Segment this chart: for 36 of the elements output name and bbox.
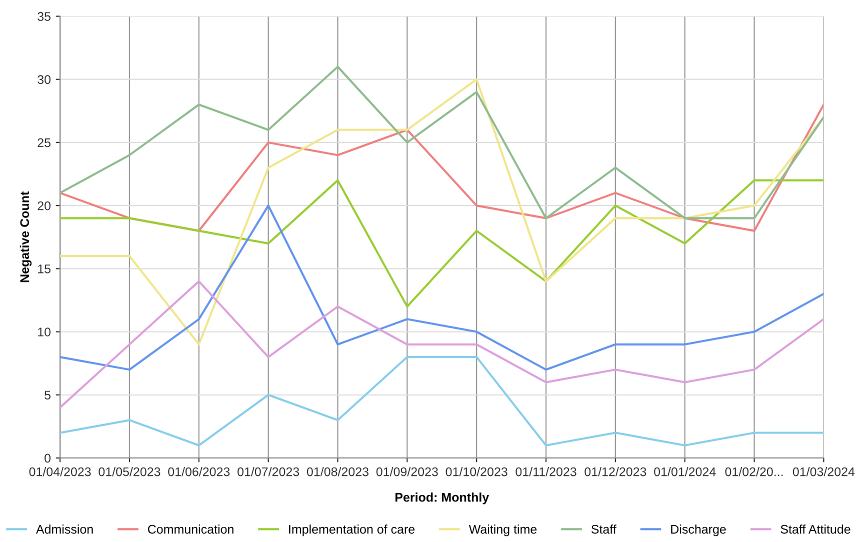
y-tick-label: 10 [38, 328, 51, 336]
y-tick-label: 20 [38, 201, 51, 210]
legend-label: Staff Attitude [780, 524, 850, 534]
y-axis-title: Negative Count [20, 191, 32, 282]
x-tick-label: 01/11/2023 [516, 467, 576, 476]
legend-label: Staff [591, 524, 616, 534]
x-tick-label: 01/09/2023 [376, 467, 438, 476]
line-series [60, 78, 824, 346]
x-tick-label: 01/01/2024 [654, 467, 716, 476]
line-series [60, 66, 824, 220]
line-series [60, 204, 824, 371]
line-series [60, 356, 824, 446]
y-tick-label: 35 [38, 12, 51, 21]
legend-label: Admission [36, 524, 93, 534]
x-tick-label: 01/03/2024 [792, 467, 855, 476]
legend-label: Waiting time [468, 524, 537, 536]
legend-label: Implementation of care [289, 524, 415, 536]
x-tick-label: 01/06/2023 [168, 467, 230, 476]
line-series [60, 179, 824, 308]
x-tick-label: 01/10/2023 [446, 467, 508, 476]
y-tick-label: 5 [44, 390, 51, 400]
x-tick-label: 01/08/2023 [306, 467, 368, 476]
x-tick-label: 01/02/20... [725, 467, 783, 476]
legend-label: Discharge [671, 524, 726, 536]
y-tick-label: 30 [38, 75, 51, 84]
line-series [60, 104, 824, 232]
x-tick-label: 01/07/2023 [238, 467, 300, 476]
x-tick-label: 01/12/2023 [584, 467, 646, 476]
x-axis-title: Period: Monthly [395, 492, 490, 504]
line-series [60, 280, 824, 409]
y-tick-label: 25 [38, 138, 51, 148]
x-tick-label: 01/04/2023 [29, 467, 91, 476]
x-tick-label: 01/05/2023 [98, 467, 160, 476]
y-tick-label: 0 [44, 454, 51, 463]
y-tick-label: 15 [38, 264, 51, 274]
legend-label: Communication [148, 524, 234, 534]
